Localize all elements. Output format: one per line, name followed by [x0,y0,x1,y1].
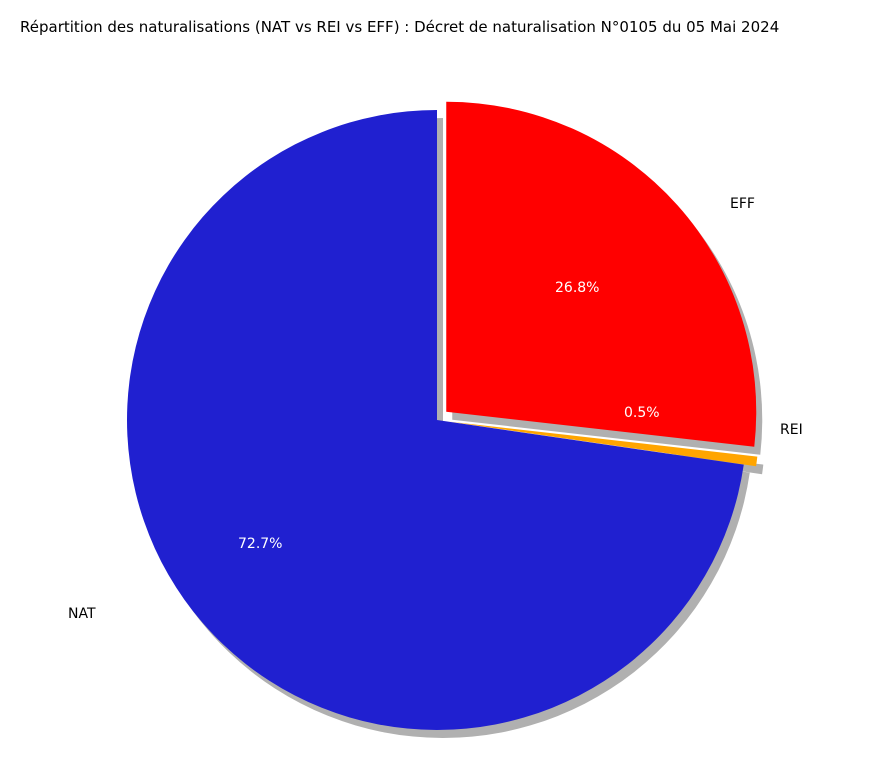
pie-chart-container: Répartition des naturalisations (NAT vs … [0,0,875,766]
slice-label-eff: EFF [730,196,755,212]
slice-label-rei: REI [780,422,803,438]
pie-chart-svg [0,0,875,766]
pie-slice-eff [446,102,756,447]
slice-label-nat: NAT [68,606,96,622]
slice-percent-rei: 0.5% [624,405,660,421]
slice-percent-nat: 72.7% [238,536,282,552]
slice-percent-eff: 26.8% [555,280,599,296]
